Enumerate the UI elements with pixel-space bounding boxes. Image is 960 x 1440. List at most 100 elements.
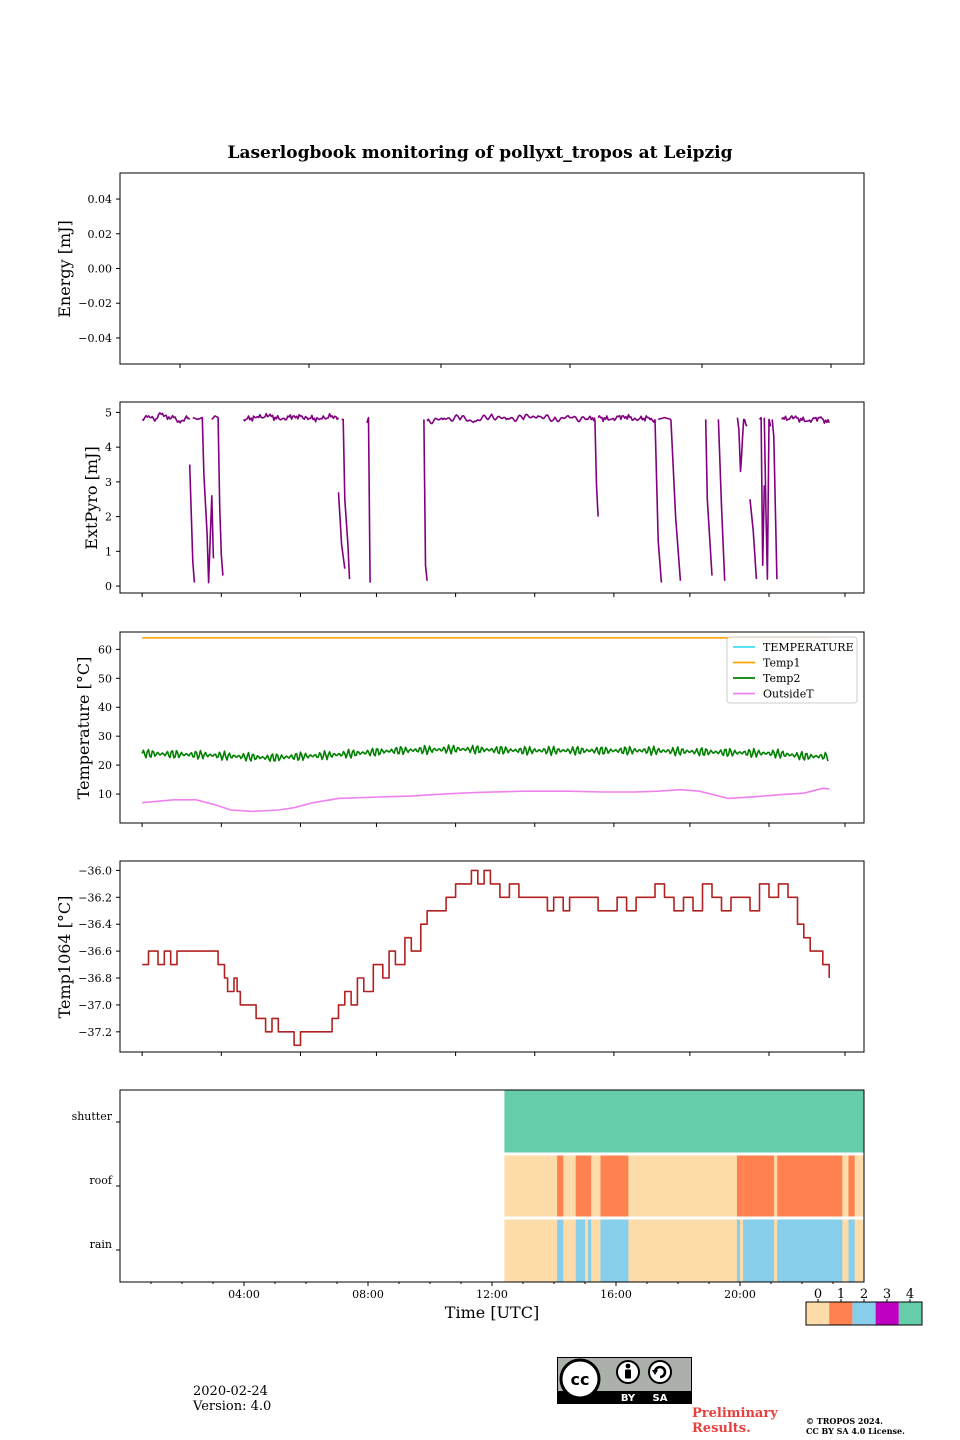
legend-label-outsidet: OutsideT [763, 688, 814, 701]
cc-by-label: BY [621, 1393, 636, 1404]
extpyro-ytick-label: 0 [105, 580, 112, 593]
colorbar-label-2: 2 [860, 1287, 868, 1302]
status-xtick-label: 20:00 [724, 1288, 756, 1301]
status-xtick-label: 04:00 [228, 1288, 260, 1301]
temp1064-ytick-label: −36.4 [78, 918, 112, 931]
status-row-label-shutter: shutter [72, 1110, 113, 1123]
temp1064-ytick-label: −36.0 [78, 864, 112, 877]
legend-box [726, 636, 858, 704]
colorbar-cell-4 [898, 1302, 922, 1325]
energy-ytick-label: −0.02 [78, 297, 112, 310]
temp1064-ytick-label: −36.8 [78, 972, 112, 985]
colorbar-cell-1 [829, 1302, 853, 1325]
legend-label-temp1: Temp1 [763, 657, 800, 670]
cc-circle-icon [559, 1358, 601, 1400]
energy-ytick-label: −0.04 [78, 332, 112, 345]
extpyro-ytick-label: 5 [105, 406, 112, 419]
cc-logo-text: cc [571, 1370, 590, 1389]
preliminary-line-2: Results. [692, 1421, 751, 1436]
cc-sa-label: SA [653, 1393, 668, 1404]
extpyro-segment [670, 419, 682, 581]
extpyro-segment [749, 499, 758, 580]
temperature-axes-frame [119, 631, 865, 824]
colorbar-label-3: 3 [883, 1287, 891, 1302]
legend-label-temp2: Temp2 [763, 672, 800, 685]
energy-ylabel: Energy [mJ] [55, 220, 74, 318]
status-roof-cell [557, 1155, 564, 1217]
colorbar-label-4: 4 [906, 1287, 914, 1302]
status-panel: Time [UTC] shutter roof rain 04:00 08:00 12:0… [72, 1089, 865, 1322]
date-text: 2020-02-24 [193, 1384, 268, 1399]
extpyro-segment [242, 412, 340, 423]
status-roof-cell [848, 1155, 855, 1217]
status-row-label-roof: roof [89, 1174, 113, 1187]
temp1064-ylabel: Temp1064 [°C] [55, 896, 74, 1019]
temperature-panel: Temperature [°C] 10 20 30 40 50 60 TEMPERATURE… [74, 631, 865, 827]
version-text: Version: 4.0 [193, 1399, 272, 1414]
extpyro-segment [188, 464, 196, 583]
extpyro-ylabel: ExtPyro [mJ] [82, 446, 101, 549]
status-roof-cell [743, 1155, 775, 1217]
status-roof-cell [777, 1155, 843, 1217]
extpyro-segment [423, 419, 428, 581]
extpyro-segment [771, 419, 778, 580]
preliminary-line-1: Preliminary [692, 1406, 778, 1421]
status-roof-cell [600, 1155, 629, 1217]
extpyro-ytick-label: 1 [105, 545, 112, 558]
colorbar-cell-2 [852, 1302, 876, 1325]
status-xlabel: Time [UTC] [445, 1303, 539, 1322]
energy-axes-frame [119, 172, 865, 365]
extpyro-segment [211, 415, 224, 576]
extpyro-segment [597, 413, 656, 423]
extpyro-segment [736, 417, 748, 473]
temp1064-line [142, 869, 830, 1047]
temperature-ytick-label: 10 [98, 788, 112, 801]
energy-panel: Energy [mJ] −0.04 −0.02 0.00 0.02 0.04 [55, 172, 865, 368]
extpyro-segment [704, 419, 713, 576]
extpyro-segment [654, 419, 663, 583]
extpyro-axes-frame [119, 401, 865, 594]
status-rain-cell [736, 1219, 740, 1282]
status-rain-cell [743, 1219, 775, 1282]
copyright-line-1: © TROPOS 2024. [806, 1416, 883, 1426]
temperature-legend: TEMPERATURE Temp1 Temp2 OutsideT [726, 636, 858, 704]
temperature-ytick-label: 50 [98, 672, 112, 685]
extpyro-segment [594, 419, 599, 517]
extpyro-segment [141, 412, 191, 424]
copyright-line-2: CC BY SA 4.0 License. [806, 1426, 905, 1436]
status-xtick-label: 12:00 [476, 1288, 508, 1301]
extpyro-panel: ExtPyro [mJ] 0 1 2 3 4 5 [82, 401, 865, 597]
status-rain-cell [557, 1219, 564, 1282]
status-rain-cell [588, 1219, 592, 1282]
temp1064-ytick-label: −37.2 [78, 1026, 112, 1039]
cc-license-badge: cc BY SA [557, 1357, 692, 1404]
extpyro-ytick-label: 3 [105, 476, 112, 489]
temp1064-ytick-label: −37.0 [78, 999, 112, 1012]
sa-share-icon [648, 1360, 672, 1384]
status-xtick-label: 08:00 [352, 1288, 384, 1301]
outsidet-line [142, 787, 830, 813]
status-roof-cell [575, 1155, 592, 1217]
colorbar-cell-0 [806, 1302, 830, 1325]
date-version-block: 2020-02-24 Version: 4.0 [193, 1384, 271, 1414]
legend-label-temperature: TEMPERATURE [763, 641, 854, 654]
extpyro-segment [758, 416, 766, 566]
extpyro-segment [781, 415, 830, 424]
temperature-ytick-label: 40 [98, 701, 112, 714]
temperature-ylabel: Temperature [°C] [74, 657, 93, 800]
extpyro-ytick-label: 4 [105, 441, 112, 454]
colorbar-cell-3 [875, 1302, 899, 1325]
energy-ytick-label: 0.00 [88, 263, 113, 276]
colorbar-label-0: 0 [814, 1287, 822, 1302]
energy-ytick-label: 0.04 [88, 193, 113, 206]
energy-ytick-label: 0.02 [88, 228, 113, 241]
temp2-line [141, 744, 829, 762]
status-shutter-cell [504, 1090, 864, 1153]
extpyro-ytick-label: 2 [105, 511, 112, 524]
extpyro-segment [192, 416, 215, 584]
status-roof-cell [736, 1155, 744, 1217]
temperature-ytick-label: 60 [98, 643, 112, 656]
extpyro-segment [337, 492, 346, 569]
temperature-ytick-label: 30 [98, 730, 112, 743]
